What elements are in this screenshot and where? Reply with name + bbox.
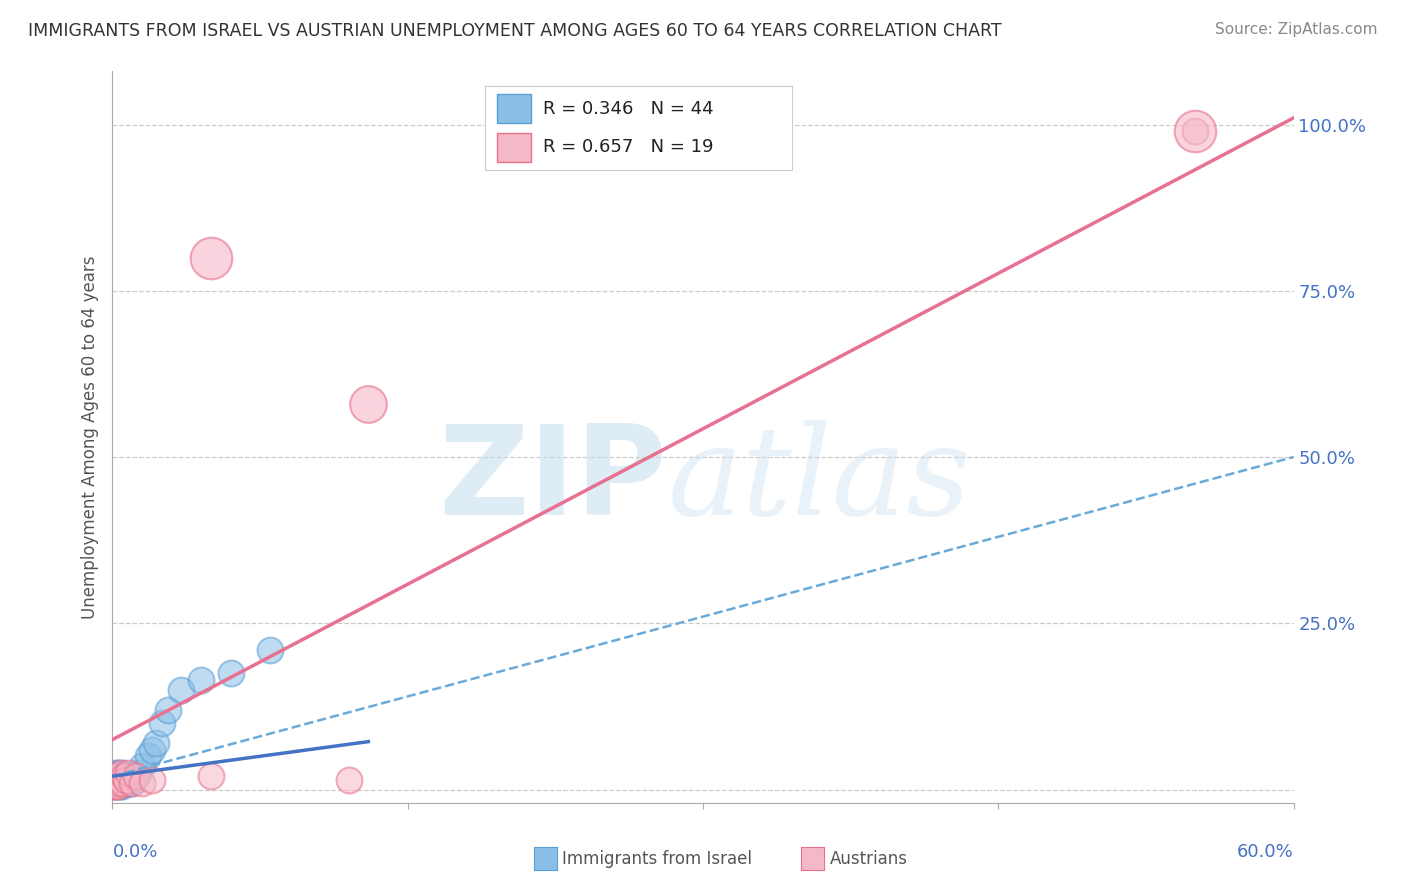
Point: [110, 779, 132, 793]
Point: [111, 765, 134, 780]
Point: [111, 772, 134, 787]
Text: 0.0%: 0.0%: [112, 843, 157, 861]
Point: [200, 769, 222, 783]
Y-axis label: Unemployment Among Ages 60 to 64 years: Unemployment Among Ages 60 to 64 years: [80, 255, 98, 619]
Point: [1184, 124, 1206, 138]
Text: atlas: atlas: [668, 420, 972, 541]
Point: [145, 736, 167, 750]
Point: [115, 772, 138, 787]
Point: [131, 776, 153, 790]
Point: [110, 769, 132, 783]
Point: [105, 765, 128, 780]
Point: [111, 776, 134, 790]
Point: [170, 682, 193, 697]
Point: [103, 769, 125, 783]
Point: [141, 742, 163, 756]
Point: [120, 772, 142, 787]
Text: 60.0%: 60.0%: [1237, 843, 1294, 861]
Point: [337, 772, 360, 787]
Point: [156, 703, 179, 717]
Point: [150, 716, 173, 731]
Point: [121, 776, 143, 790]
Point: [107, 779, 129, 793]
Point: [105, 769, 128, 783]
Text: Source: ZipAtlas.com: Source: ZipAtlas.com: [1215, 22, 1378, 37]
Point: [117, 769, 139, 783]
Point: [103, 772, 125, 787]
Point: [105, 779, 128, 793]
Point: [117, 765, 139, 780]
Point: [357, 397, 380, 411]
Point: [127, 765, 149, 780]
Point: [125, 769, 148, 783]
Point: [112, 772, 135, 787]
Point: [105, 769, 128, 783]
Point: [111, 779, 134, 793]
Point: [112, 769, 135, 783]
Point: [136, 749, 159, 764]
Point: [105, 776, 128, 790]
Point: [107, 776, 129, 790]
Point: [131, 759, 153, 773]
Point: [110, 772, 132, 787]
Point: [115, 772, 138, 787]
Point: [105, 779, 128, 793]
Point: [112, 769, 135, 783]
Point: [110, 765, 132, 780]
Point: [122, 772, 145, 787]
Point: [111, 776, 134, 790]
Point: [110, 776, 132, 790]
Point: [110, 772, 132, 787]
Point: [107, 765, 129, 780]
Point: [121, 769, 143, 783]
Point: [112, 776, 135, 790]
Point: [105, 772, 128, 787]
Text: IMMIGRANTS FROM ISRAEL VS AUSTRIAN UNEMPLOYMENT AMONG AGES 60 TO 64 YEARS CORREL: IMMIGRANTS FROM ISRAEL VS AUSTRIAN UNEMP…: [28, 22, 1001, 40]
Point: [190, 673, 212, 687]
Point: [103, 779, 125, 793]
Text: Immigrants from Israel: Immigrants from Israel: [562, 850, 752, 868]
Text: Austrians: Austrians: [830, 850, 907, 868]
Point: [125, 769, 148, 783]
Point: [107, 776, 129, 790]
Point: [200, 251, 222, 265]
Point: [1184, 124, 1206, 138]
Point: [121, 776, 143, 790]
Point: [117, 776, 139, 790]
Point: [103, 779, 125, 793]
Point: [107, 779, 129, 793]
Point: [103, 772, 125, 787]
Point: [219, 666, 242, 681]
Text: ZIP: ZIP: [439, 420, 668, 541]
Point: [107, 769, 129, 783]
Point: [141, 772, 163, 787]
Point: [259, 643, 281, 657]
Point: [115, 776, 138, 790]
Point: [103, 776, 125, 790]
